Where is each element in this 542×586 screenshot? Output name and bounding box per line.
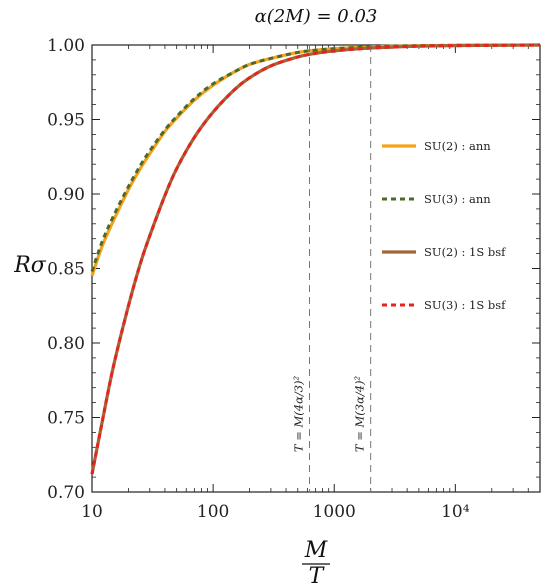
legend-label-3: SU(3) : 1S bsf — [424, 298, 506, 312]
y-tick-label-3: 0.85 — [47, 260, 85, 280]
legend-label-1: SU(3) : ann — [424, 192, 491, 206]
legend-label-2: SU(2) : 1S bsf — [424, 245, 506, 259]
reference-lines: T = M(4α/3)² T = M(3α/4)² — [292, 45, 372, 492]
x-axis-label: M T — [302, 538, 330, 586]
series-line-1 — [90, 43, 541, 272]
plot-frame — [91, 44, 541, 493]
reference-line-label-1: T = M(3α/4)² — [353, 375, 367, 452]
series-lines — [90, 43, 541, 475]
legend: SU(2) : ann SU(3) : ann SU(2) : 1S bsf SU(3… — [382, 139, 506, 312]
y-axis-label: Rσ — [13, 253, 47, 278]
y-tick-label-4: 0.90 — [47, 185, 85, 205]
y-tick-label-5: 0.95 — [47, 111, 85, 131]
x-tick-label-0: 10 — [81, 502, 103, 522]
chart-title: α(2M) = 0.03 — [255, 6, 378, 27]
x-axis-label-denominator: T — [309, 564, 326, 586]
y-tick-label-1: 0.75 — [47, 409, 85, 429]
series-line-0 — [90, 43, 541, 277]
y-tick-label-0: 0.70 — [47, 483, 85, 503]
plot-area: 10 100 1000 10⁴ 0.70 0.75 0.80 0.85 0.90 0.95 1.00 — [47, 36, 541, 522]
x-tick-label-2: 1000 — [313, 502, 356, 522]
legend-label-0: SU(2) : ann — [424, 139, 491, 153]
reference-line-label-0: T = M(4α/3)² — [292, 375, 306, 452]
series-line-2 — [90, 43, 541, 475]
x-tick-label-3: 10⁴ — [441, 502, 470, 522]
y-tick-label-2: 0.80 — [47, 334, 85, 354]
series-line-3 — [90, 43, 541, 475]
y-tick-label-6: 1.00 — [47, 36, 85, 56]
x-axis-label-numerator: M — [304, 538, 328, 563]
x-tick-label-1: 100 — [197, 502, 229, 522]
